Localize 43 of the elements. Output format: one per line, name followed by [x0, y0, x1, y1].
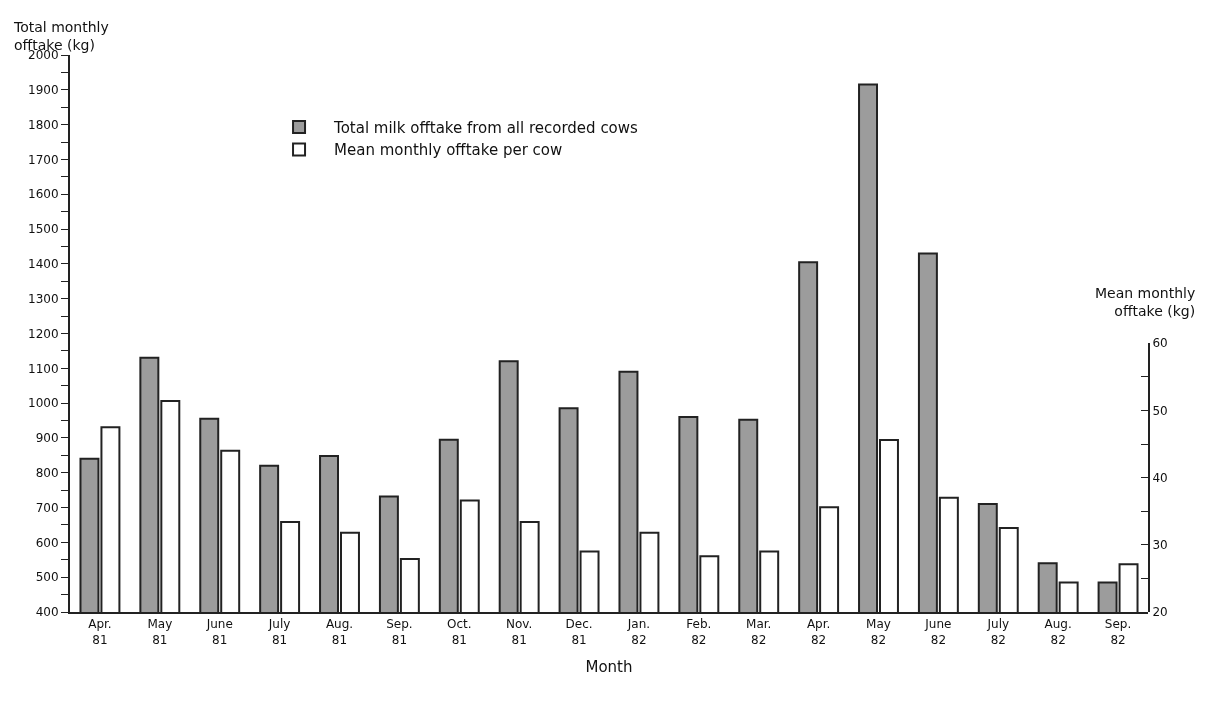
- y2-axis-title: Mean monthly offtake (kg): [1095, 285, 1196, 320]
- x-tick-label: Nov. 81: [506, 617, 533, 647]
- x-tick-label: June 82: [924, 617, 952, 647]
- y-tick-label: 1700: [28, 152, 59, 167]
- y-tick-label: 700: [35, 500, 59, 515]
- x-tick-label: Oct. 81: [447, 617, 472, 647]
- x-tick-label: Apr. 82: [806, 617, 831, 647]
- y2-tick-label: 20: [1152, 605, 1168, 620]
- y-tick-label: 1900: [28, 83, 59, 98]
- x-tick-label: May 81: [147, 617, 173, 647]
- legend-label: Mean monthly offtake per cow: [334, 141, 563, 160]
- x-tick-label: Sep. 82: [1104, 617, 1132, 647]
- legend-label: Total milk offtake from all recorded cows: [333, 118, 639, 137]
- y-tick-label: 1200: [28, 326, 59, 341]
- y-tick-label: 1500: [28, 222, 59, 237]
- x-tick-label: Jan. 82: [626, 617, 651, 647]
- x-tick-label: Feb. 82: [686, 617, 712, 647]
- x-tick-label: July 82: [986, 617, 1010, 647]
- x-tick-label: Aug. 82: [1044, 617, 1072, 647]
- y-tick-label: 500: [35, 570, 59, 585]
- x-tick-label: Mar. 82: [746, 617, 772, 647]
- x-tick-label: Dec. 81: [565, 617, 593, 647]
- y2-tick-label: 50: [1152, 403, 1168, 418]
- x-tick-label: July 81: [267, 617, 291, 647]
- x-tick-label: Sep. 81: [386, 617, 413, 647]
- y2-tick-label: 30: [1152, 538, 1168, 553]
- y-tick-label: 1300: [28, 291, 59, 306]
- y-tick-label: 900: [35, 431, 59, 446]
- x-tick-label: Aug. 81: [325, 617, 354, 647]
- x-axis-title: Month: [585, 657, 633, 676]
- y-tick-label: 400: [35, 605, 59, 620]
- x-tick-label: June 81: [205, 617, 233, 647]
- y2-tick-label: 40: [1152, 470, 1168, 485]
- y-tick-label: 600: [35, 535, 59, 550]
- y-tick-label: 1000: [28, 396, 59, 411]
- y2-tick-label: 60: [1152, 336, 1168, 351]
- y-tick-label: 1400: [28, 257, 59, 272]
- x-tick-label: Apr. 81: [88, 617, 112, 647]
- y-tick-label: 1800: [28, 117, 59, 132]
- y-tick-label: 800: [35, 465, 59, 480]
- y-tick-label: 1100: [28, 361, 59, 376]
- y-tick-label: 1600: [28, 187, 59, 202]
- x-tick-label: May 82: [866, 617, 891, 647]
